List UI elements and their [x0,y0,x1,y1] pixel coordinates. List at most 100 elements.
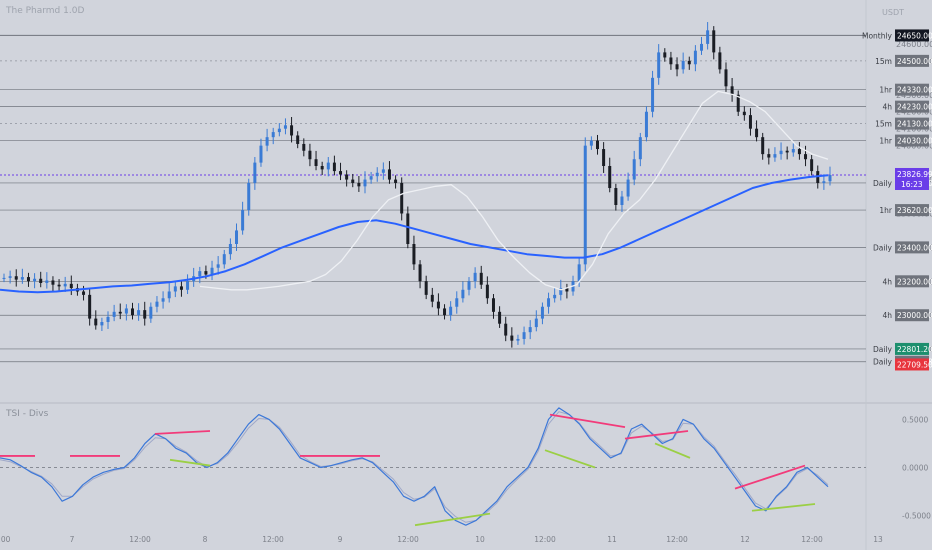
level-label: 4h [882,311,892,320]
price-tag: 22801.20 [897,345,932,354]
current-price-tag: 23826.99 [897,170,932,179]
price-tag-bg [895,275,929,288]
candle-body [228,244,232,255]
candle-body [687,60,691,65]
price-tag-bg [895,54,929,67]
candle-body [522,332,526,339]
time-axis-label: 11 [607,535,617,544]
osc-signal-line [0,411,829,523]
candle-body [406,213,410,244]
candle-body [45,280,49,283]
price-tag-bg [895,309,929,322]
low-tag-bg [895,358,929,371]
time-axis-label: 12:00 [534,535,556,544]
candle-body [755,128,759,138]
level-label: Daily [873,358,893,367]
candle-body [118,311,122,314]
candle-body [345,174,349,180]
level-label: Daily [873,243,893,252]
candle-body [26,277,30,282]
low-price-tag: 22709.50 [897,360,932,369]
symbol-title: The Pharmd 1.0D [6,6,85,16]
candle-body [620,196,624,205]
candle-body [302,143,306,151]
candle-body [742,111,746,116]
candle-body [51,280,55,285]
candle-body [271,132,275,138]
current-price-tag-bg [895,167,929,190]
candle-body [467,281,471,290]
candle-body [651,77,655,112]
candle-body [235,230,239,244]
candle-body [504,323,508,336]
osc-axis-label: 0.0000 [902,464,928,473]
candle-body [473,272,477,282]
candle-body [730,86,734,95]
price-tag: 24030.00 [897,137,932,146]
level-label: 1hr [879,206,893,215]
candle-body [8,276,12,278]
candle-body [400,182,404,214]
divergence-line [544,449,596,469]
divergence-line [734,464,806,490]
time-axis-label: 10 [475,535,485,544]
divergence-line [414,512,491,527]
currency-unit: USDT [882,8,904,17]
candle-body [308,150,312,160]
level-label: 1hr [879,137,893,146]
candle-body [455,298,459,307]
candle-body [773,154,777,158]
time-axis-label: 12 [740,535,750,544]
candle-body [436,301,440,309]
candle-body [351,179,355,183]
candle-body [167,291,171,299]
time-axis-label: 12:00 [666,535,688,544]
candle-body [761,137,765,155]
level-label: 4h [882,103,892,112]
candle-body [320,166,324,170]
price-tag: 24330.00 [897,86,932,95]
candle-body [39,278,43,283]
moving-average-blue [0,174,829,294]
candle-body [14,276,18,280]
price-tag-bg [895,100,929,113]
candle-body [559,288,563,295]
candle-body [332,162,336,172]
candle-body [314,159,318,166]
price-tag: 24650.00 [897,31,932,40]
countdown-timer: 16:23 [901,180,923,189]
level-label: Daily [873,179,893,188]
candle-body [357,182,361,187]
candle-body [381,169,385,173]
candle-body [277,128,281,133]
level-label: 1hr [879,86,893,95]
time-axis-label: 9 [338,535,343,544]
divergence-line [169,458,211,467]
candle-body [638,137,642,160]
time-axis-label: 12:00 [397,535,419,544]
candle-body [828,174,832,182]
candle-body [326,162,330,170]
time-axis-label: 13 [873,535,883,544]
candle-body [491,298,495,312]
candle-body [88,294,92,319]
candle-body [290,125,294,136]
price-tag: 23200.00 [897,277,932,286]
price-axis-label: 24600.00 [896,40,932,49]
price-tag-bg [895,83,929,96]
candle-body [700,43,704,51]
candle-body [210,267,214,275]
price-tag: 23620.00 [897,206,932,215]
candle-body [461,289,465,299]
candle-body [387,169,391,180]
divergence-line [654,442,691,459]
candle-body [693,50,697,65]
time-axis-label: 2:00 [0,535,11,544]
candle-body [82,291,86,295]
candle-body [424,281,428,295]
candle-body [63,283,67,287]
candle-body [106,316,110,322]
candle-body [577,264,581,282]
candle-body [124,308,128,314]
